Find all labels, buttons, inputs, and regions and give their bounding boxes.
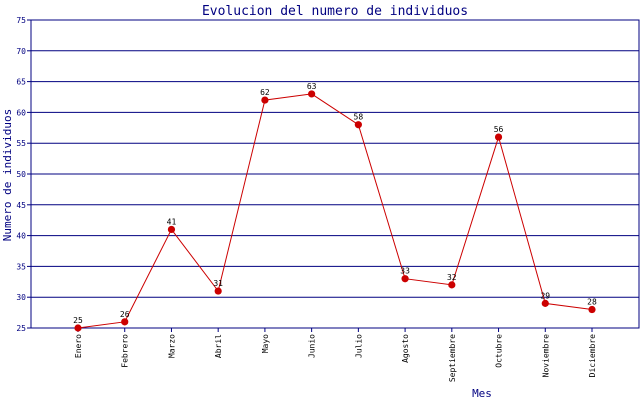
chart-title: Evolucion del numero de individuos <box>202 4 468 19</box>
data-point <box>74 324 82 332</box>
x-tick-label: Abril <box>214 334 223 358</box>
x-tick-label: Diciembre <box>588 334 597 378</box>
data-point <box>448 281 456 289</box>
y-tick-label: 45 <box>16 201 26 210</box>
data-point <box>401 275 409 283</box>
x-tick-label: Octubre <box>495 334 504 368</box>
data-point <box>494 133 503 141</box>
data-label: 26 <box>120 310 130 319</box>
y-tick-label: 50 <box>16 170 26 179</box>
data-point <box>308 90 316 98</box>
x-tick-label: Agosto <box>401 334 410 363</box>
x-tick-label: Junio <box>308 334 317 358</box>
data-label: 62 <box>260 88 270 97</box>
x-tick-label: Julio <box>354 334 363 358</box>
data-label: 32 <box>447 273 457 282</box>
data-label: 58 <box>354 113 364 122</box>
y-tick-label: 60 <box>16 108 26 117</box>
data-label: 31 <box>213 279 223 288</box>
y-axis-label: Numero de individuos <box>1 109 14 241</box>
plot-frame <box>30 19 640 329</box>
data-label: 56 <box>494 125 504 134</box>
data-point <box>214 287 222 295</box>
x-tick-label: Enero <box>74 334 83 358</box>
data-label: 28 <box>587 298 597 307</box>
y-tick-label: 35 <box>16 262 26 271</box>
y-tick-label: 40 <box>16 232 26 241</box>
data-label: 29 <box>540 291 550 300</box>
data-point <box>261 96 269 104</box>
data-label: 25 <box>73 316 83 325</box>
data-label: 33 <box>400 267 410 276</box>
x-tick-label: Febrero <box>121 334 130 368</box>
data-point <box>354 121 362 129</box>
y-tick-label: 55 <box>16 139 26 148</box>
x-axis-label: Mes <box>472 387 492 400</box>
x-tick-label: Marzo <box>167 334 176 358</box>
y-tick-label: 65 <box>16 78 26 87</box>
y-tick-label: 70 <box>16 47 26 56</box>
data-label: 63 <box>307 82 317 91</box>
y-tick-label: 25 <box>16 324 26 333</box>
data-point <box>541 299 549 307</box>
data-point <box>588 305 596 314</box>
data-point <box>167 225 176 234</box>
x-tick-label: Noviembre <box>541 334 550 378</box>
y-tick-label: 75 <box>16 16 26 25</box>
y-tick-label: 30 <box>16 293 26 302</box>
series-line <box>77 93 593 329</box>
data-point <box>121 318 129 326</box>
x-tick-label: Septiembre <box>448 334 457 382</box>
data-label: 41 <box>167 217 177 226</box>
x-tick-label: Mayo <box>261 334 270 353</box>
